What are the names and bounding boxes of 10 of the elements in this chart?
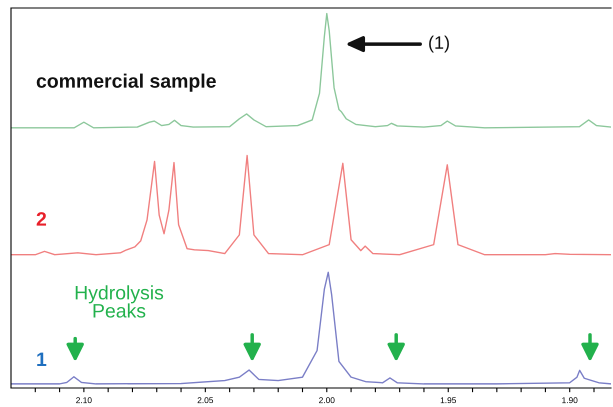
annotation: Hydrolysis Peaks bbox=[76, 285, 164, 318]
series-label: 2 bbox=[36, 212, 46, 226]
x-tick-label: 1.95 bbox=[440, 397, 456, 404]
series-label: commercial sample bbox=[36, 74, 216, 92]
x-tick-label: 2.10 bbox=[76, 397, 92, 404]
x-tick-label: 2.00 bbox=[319, 397, 335, 404]
x-tick-label: 2.05 bbox=[198, 397, 214, 404]
series-label: 1 bbox=[37, 352, 46, 366]
annotation: (1) bbox=[429, 36, 449, 53]
x-tick-label: 1.90 bbox=[562, 397, 578, 404]
